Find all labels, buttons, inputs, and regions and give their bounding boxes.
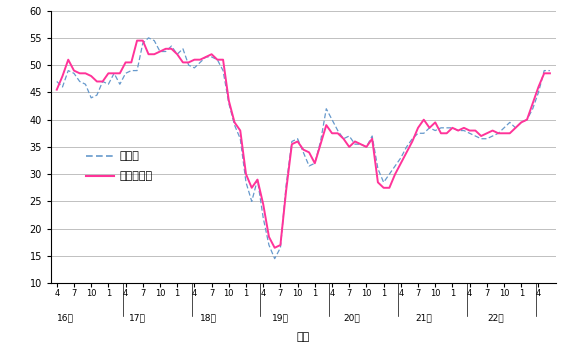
原系列 [53,79,60,84]
季節調整値 [202,55,209,59]
原系列 [466,131,473,136]
原系列 [168,44,175,48]
Line: 季節調整値: 季節調整値 [57,41,550,248]
原系列 [134,68,141,73]
Legend: 原系列, 季節調整値: 原系列, 季節調整値 [82,147,157,186]
季節調整値 [466,129,473,133]
Text: 21年: 21年 [416,314,432,323]
季節調整値 [53,87,60,92]
原系列 [202,55,209,59]
原系列 [271,257,278,261]
Line: 原系列: 原系列 [57,38,550,259]
Text: 平成: 平成 [297,332,310,342]
季節調整値 [547,71,553,75]
Text: 22年: 22年 [487,314,503,323]
Text: 19年: 19年 [272,314,289,323]
Text: 18年: 18年 [200,314,217,323]
Text: 20年: 20年 [344,314,361,323]
原系列 [547,68,553,73]
季節調整値 [139,39,146,43]
原系列 [265,243,272,247]
原系列 [311,161,318,165]
季節調整値 [271,246,278,250]
Text: 16年: 16年 [57,314,74,323]
季節調整値 [265,235,272,239]
季節調整値 [311,161,318,165]
季節調整値 [168,47,175,51]
原系列 [145,36,152,40]
Text: 17年: 17年 [129,314,146,323]
季節調整値 [134,39,141,43]
